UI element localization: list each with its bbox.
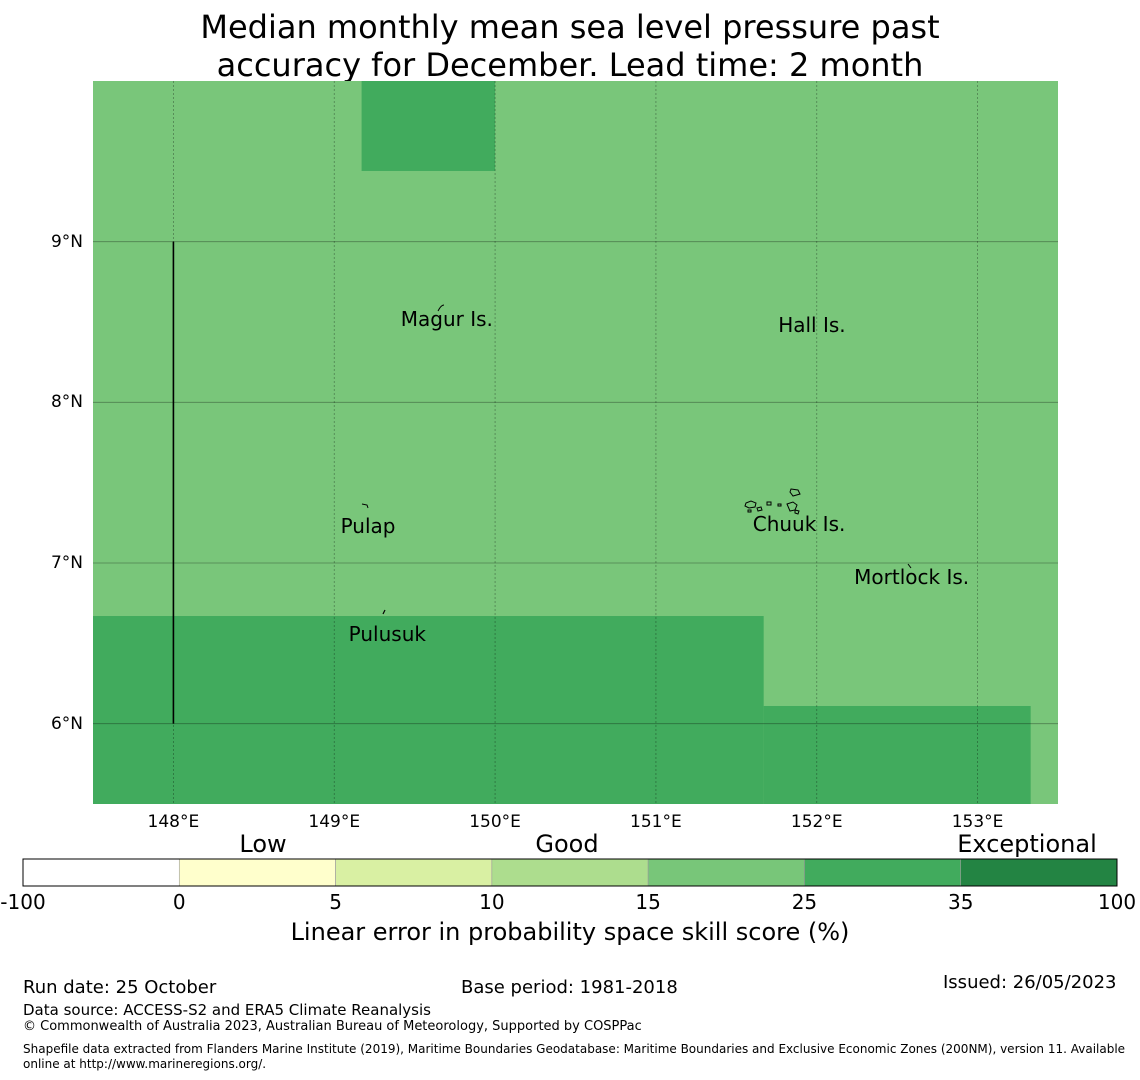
issued-date: Issued: 26/05/2023 [943, 972, 1117, 993]
colorbar-segment [960, 858, 1118, 887]
lat-tick-label: 9°N [50, 231, 83, 252]
lon-tick-label: 149°E [308, 812, 361, 832]
colorbar-tick-label: 100 [1097, 890, 1137, 914]
colorbar-segment [491, 858, 649, 887]
lat-tick-label: 8°N [50, 392, 83, 413]
colorbar-segment [22, 858, 180, 887]
colorbar-segment [647, 858, 805, 887]
map-title-line2: accuracy for December. Lead time: 2 mont… [216, 46, 924, 84]
copyright-notice: © Commonwealth of Australia 2023, Austra… [23, 1019, 642, 1034]
colorbar-tick-label: 10 [479, 890, 505, 914]
island-outline-chuuk [786, 501, 798, 512]
skill-region-south-block-west [93, 616, 764, 804]
lat-tick-label: 6°N [50, 713, 83, 734]
colorbar-frame [22, 858, 1118, 887]
island-outline-magur [437, 304, 445, 312]
island-outline-pulap [361, 503, 369, 509]
place-label: Hall Is. [778, 313, 846, 338]
island-outline-chuuk [744, 500, 757, 509]
island-outline-pulusuk [382, 609, 386, 615]
colorbar-segment [335, 858, 493, 887]
skill-region-south-block-east [763, 705, 1031, 804]
colorbar-segment [178, 858, 336, 887]
colorbar-tick-label: 35 [947, 890, 974, 914]
place-label: Pulusuk [348, 621, 426, 646]
place-label: Pulap [340, 514, 396, 539]
lon-tick-label: 153°E [951, 812, 1004, 832]
place-label: Mortlock Is. [854, 565, 970, 590]
data-source: Data source: ACCESS-S2 and ERA5 Climate … [23, 1001, 431, 1019]
colorbar-tick-label: 0 [172, 890, 186, 914]
place-label: Chuuk Is. [752, 512, 846, 537]
lon-tick-label: 150°E [469, 812, 521, 832]
island-outline-chuuk [747, 509, 752, 513]
colorbar-category-label: Low [239, 830, 287, 858]
lon-tick-label: 148°E [147, 812, 200, 832]
colorbar-tick-label: 15 [635, 890, 661, 914]
colorbar-tick-label: 5 [329, 890, 342, 914]
island-outline-chuuk [794, 509, 800, 515]
colorbar-tick-label: -100 [0, 890, 46, 914]
base-period: Base period: 1981-2018 [461, 977, 678, 998]
colorbar-category-label: Exceptional [957, 830, 1097, 858]
island-outline-chuuk [777, 503, 782, 507]
map-title-line1: Median monthly mean sea level pressure p… [200, 8, 940, 46]
colorbar-category-label: Good [535, 830, 599, 858]
place-label: Magur Is. [400, 306, 493, 331]
colorbar-segment [804, 858, 962, 887]
shapefile-credit-line1: Shapefile data extracted from Flanders M… [23, 1042, 1126, 1056]
run-date: Run date: 25 October [23, 977, 217, 998]
colorbar-title: Linear error in probability space skill … [290, 918, 850, 946]
skill-region-north-block [361, 81, 496, 171]
island-outline-mortlock [907, 563, 912, 569]
lon-tick-label: 151°E [630, 812, 682, 832]
lon-tick-label: 152°E [790, 812, 843, 832]
island-outline-chuuk [789, 488, 801, 497]
colorbar-tick-label: 25 [791, 890, 818, 914]
lat-tick-label: 7°N [50, 553, 83, 573]
island-outline-chuuk [766, 501, 772, 506]
shapefile-credit-line2: online at http://www.marineregions.org/. [23, 1057, 267, 1071]
island-outline-chuuk [756, 506, 763, 512]
